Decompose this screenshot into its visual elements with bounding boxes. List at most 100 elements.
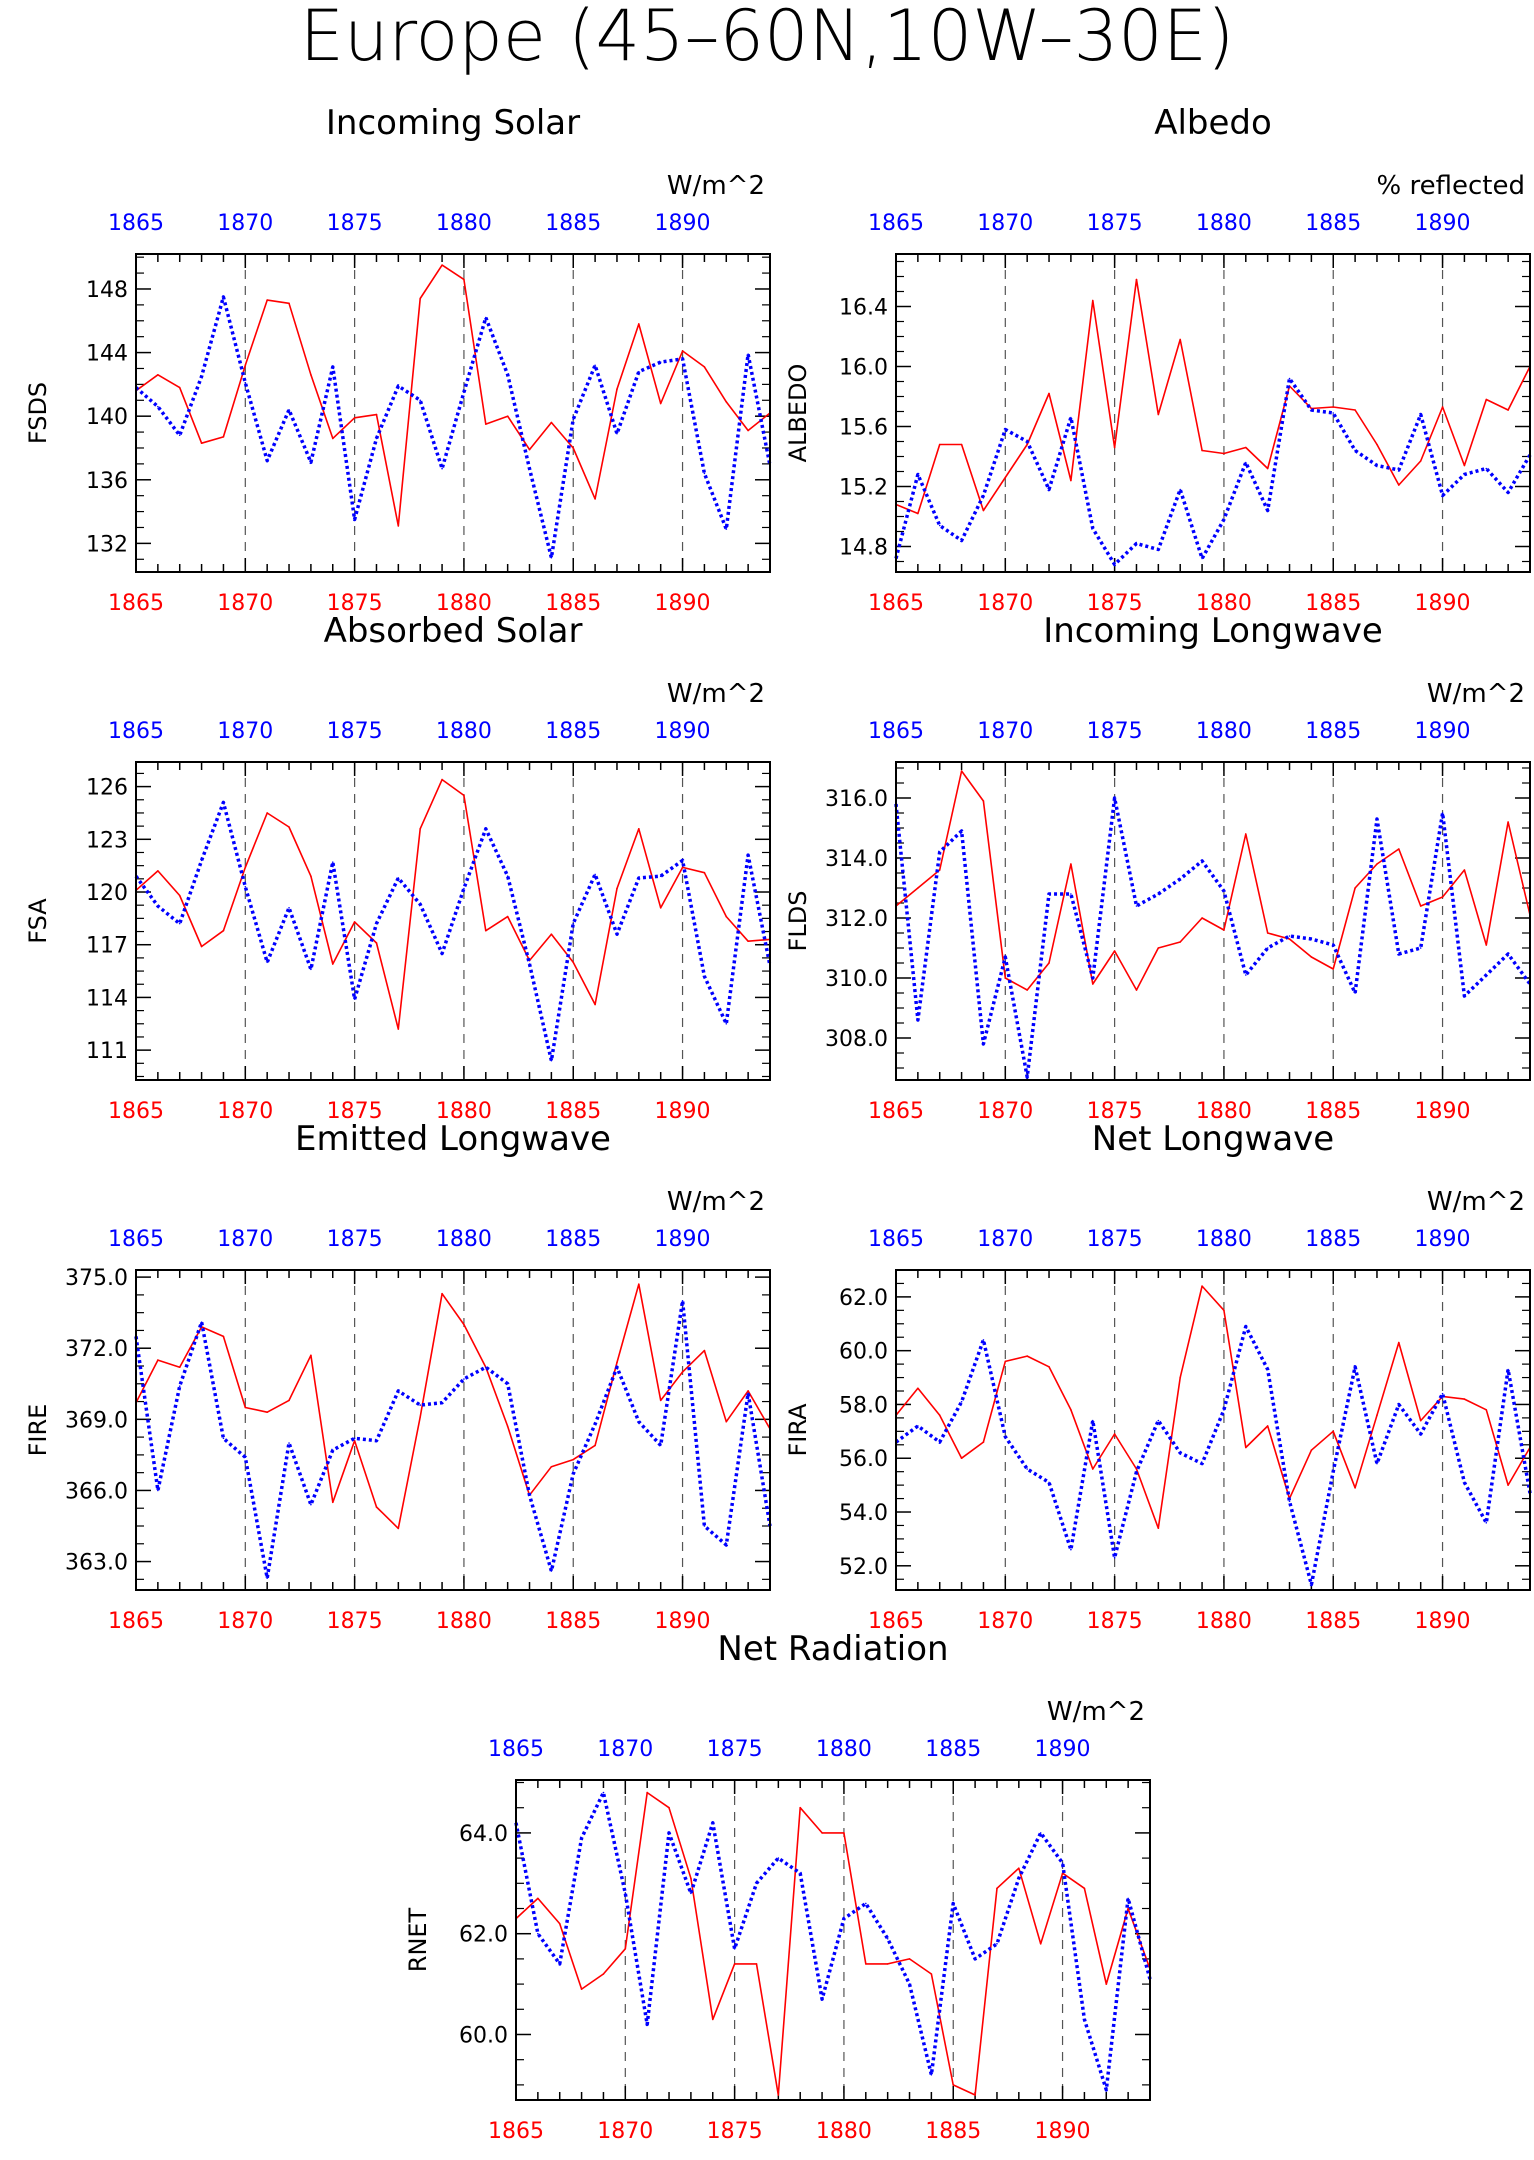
panel-fsa-ytick-label: 111 — [86, 1039, 128, 1064]
panel-fsds-ytick-label: 132 — [86, 532, 128, 557]
panel-rnet-xtick-label-top: 1885 — [925, 1737, 981, 1762]
panel-rnet-series-blue-point — [1083, 2018, 1086, 2021]
panel-rnet-series-red-point — [886, 1963, 889, 1965]
panel-fira-title: Net Longwave — [1092, 1119, 1334, 1159]
panel-fire-series-red-point — [331, 1501, 334, 1504]
panel-fire-xtick-label-bottom: 1880 — [436, 1609, 492, 1634]
panel-fire-ytick-label: 375.0 — [65, 1266, 128, 1291]
panel-flds-xtick-label-bottom: 1865 — [868, 1099, 924, 1124]
panel-fsa-series-blue-point — [244, 885, 247, 888]
panel-albedo-series-blue-point — [1288, 377, 1291, 380]
panel-rnet-series-blue-point — [908, 1983, 911, 1985]
panel-fsa-xtick-label-top: 1890 — [655, 719, 711, 744]
panel-fira-series-red-point — [1463, 1398, 1466, 1400]
panel-rnet-xtick-label-bottom: 1865 — [488, 2119, 544, 2144]
panel-fira-xtick-label-bottom: 1865 — [868, 1609, 924, 1634]
panel-fsds-xtick-label-bottom: 1890 — [655, 591, 711, 616]
panel-albedo-series-red-point — [917, 512, 919, 515]
panel-fsa-series-red-point — [419, 827, 422, 830]
panel-fsds-series-blue-point — [441, 467, 443, 470]
panel-fsa-series-blue-point — [419, 903, 422, 906]
panel-rnet-series-blue-point — [602, 1791, 605, 1794]
panel-flds-series-blue-point — [1048, 893, 1050, 895]
panel-fira-xtick-label-top: 1870 — [977, 1227, 1033, 1252]
panel-fire-ylabel: FIRE — [24, 1404, 52, 1457]
panel-fsa-series-blue-point — [375, 922, 378, 925]
panel-fsds-series-blue-point — [463, 391, 465, 394]
panel-fire-series-blue-point — [594, 1423, 596, 1425]
panel-fira-series-blue-point — [1223, 1409, 1225, 1411]
panel-fsds-xtick-label-top: 1885 — [545, 211, 601, 236]
panel-fsa-xtick-label-bottom: 1890 — [655, 1099, 711, 1124]
panel-flds-xtick-label-top: 1885 — [1305, 719, 1361, 744]
panel-fsds-series-blue-point — [638, 370, 640, 373]
panel-fira-series-red-point — [982, 1441, 985, 1443]
panel-fira-series-red-point — [1266, 1425, 1269, 1427]
panel-rnet-series-blue-point — [755, 1882, 758, 1885]
panel-rnet-series-blue-point — [711, 1822, 714, 1824]
panel-albedo-xtick-label-bottom: 1880 — [1196, 591, 1252, 616]
panel-rnet-series-red-point — [930, 1973, 933, 1975]
panel-albedo-xtick-label-bottom: 1875 — [1087, 591, 1143, 616]
panel-rnet-xtick-label-bottom: 1890 — [1035, 2119, 1091, 2144]
panel-fira-frame — [895, 1269, 1531, 1591]
panel-rnet-xtick-label-top: 1880 — [816, 1737, 872, 1762]
figure-title: Europe (45–60N,10W–30E) — [300, 0, 1235, 77]
panel-flds-series-red-point — [1157, 947, 1160, 949]
panel-fira-series-blue-point — [1135, 1470, 1138, 1473]
panel-fire-ytick-label: 366.0 — [65, 1479, 128, 1504]
panel-fsds-series-blue-point — [550, 556, 553, 559]
panel-albedo-units: % reflected — [1377, 171, 1525, 201]
panel-albedo-series-blue-point — [1026, 440, 1028, 443]
panel-fsa-xtick-label-top: 1870 — [217, 719, 273, 744]
panel-fira-series-red-point — [1332, 1430, 1335, 1433]
panel-fsds-series-blue-point — [528, 467, 531, 470]
panel-rnet-series-blue-point — [996, 1942, 998, 1945]
panel-fsa-series-blue-point — [288, 907, 290, 909]
panel-rnet-series-red-point — [952, 2084, 955, 2086]
panel-fira-series-red-point — [1354, 1487, 1356, 1489]
panel-albedo-xtick-label-top: 1875 — [1087, 211, 1143, 236]
panel-rnet-series-blue-point — [1018, 1877, 1020, 1880]
panel-fsds-series-red-point — [288, 302, 290, 305]
panel-fsds-series-red-point — [331, 437, 334, 440]
panel-rnet-xtick-label-top: 1870 — [597, 1737, 653, 1762]
panel-fsds-ytick-label: 148 — [86, 278, 128, 303]
panel-flds-ytick-label: 316.0 — [825, 787, 888, 812]
panel-fira-series-red-point — [960, 1457, 963, 1460]
panel-fsa-series-red-point — [288, 826, 290, 828]
panel-rnet-series-blue-point — [580, 1837, 583, 1839]
panel-albedo-series-blue-point — [1157, 548, 1160, 551]
panel-fsa-series-red-point — [616, 887, 618, 890]
panel-fsds-series-blue-point — [157, 405, 159, 408]
panel-fsa-series-blue-point — [266, 961, 268, 964]
panel-fira-series-blue-point — [1332, 1470, 1335, 1473]
panel-fire-xtick-label-bottom: 1875 — [327, 1609, 383, 1634]
panel-fsds-series-blue-point — [484, 316, 487, 319]
panel-fire-series-red-point — [594, 1444, 596, 1447]
panel-fira-series-blue-point — [1376, 1462, 1378, 1465]
panel-fira-ytick-label: 60.0 — [839, 1340, 888, 1365]
panel-rnet-series-red-point — [668, 1806, 670, 1809]
panel-albedo: Albedo % reflected 14.8 15.2 15.6 16.0 16.4 186… — [784, 103, 1532, 616]
panel-rnet-series-blue-point — [624, 1892, 627, 1895]
panel-flds-series-red-point — [1135, 989, 1138, 991]
panel-fira-series-red-point — [938, 1414, 941, 1417]
panel-fira-series-red-point — [1091, 1468, 1094, 1470]
panel-fira-series-blue-point — [1026, 1468, 1028, 1470]
panel-fire-series-red-point — [397, 1527, 400, 1530]
panel-rnet-series-red-point — [974, 2094, 976, 2096]
panel-albedo-series-blue-point — [1113, 563, 1116, 566]
panel-fsds-series-blue-point — [266, 459, 268, 462]
panel-fira-series-red-point — [1201, 1285, 1203, 1287]
panel-flds-series-red-point — [1398, 848, 1400, 850]
panel-flds-ytick-label: 314.0 — [825, 847, 888, 872]
panel-albedo-series-blue-point — [1507, 491, 1509, 494]
panel-fire-series-blue-point — [331, 1449, 334, 1451]
panel-flds-series-red-point — [1463, 869, 1466, 871]
panel-albedo-ytick-label: 16.4 — [839, 296, 888, 321]
panel-albedo-series-blue-point — [1441, 494, 1444, 497]
panel-flds-series-blue-point — [1266, 947, 1269, 949]
panel-albedo-series-blue-line — [894, 376, 1532, 567]
panel-fire-series-blue-point — [572, 1473, 575, 1475]
